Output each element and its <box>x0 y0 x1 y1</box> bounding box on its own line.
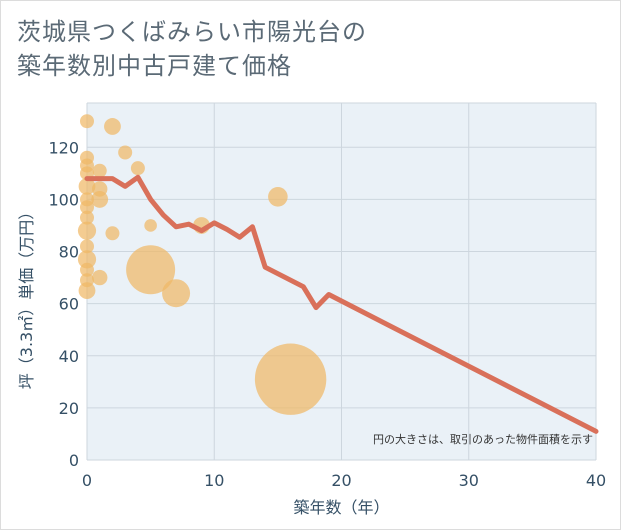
bubble-point <box>91 191 109 208</box>
bubble-point <box>104 118 121 135</box>
bubble-point <box>77 221 97 240</box>
bubble-point <box>80 239 94 254</box>
bubble-point <box>254 343 327 415</box>
x-tick-label: 10 <box>204 471 224 490</box>
bubble-point <box>80 210 94 225</box>
bubble-point <box>80 114 94 129</box>
bubble-point <box>105 226 120 241</box>
bubble-point <box>130 161 145 176</box>
bubble-point <box>92 269 108 286</box>
y-axis-label: 坪（3.3㎡）単価（万円） <box>17 204 36 389</box>
y-tick-label: 40 <box>59 347 79 366</box>
bubble-size-note: 円の大きさは、取引のあった物件面積を示す <box>373 432 593 446</box>
y-tick-label: 100 <box>48 190 79 209</box>
y-tick-label: 20 <box>59 399 79 418</box>
bubble-point <box>80 262 94 277</box>
bubble-point <box>118 145 133 160</box>
y-tick-label: 60 <box>59 295 79 314</box>
average-line-series <box>84 174 599 434</box>
x-axis-label: 築年数（年） <box>293 498 389 517</box>
chart-title-line-1: 茨城県つくばみらい市陽光台の <box>17 18 367 46</box>
y-tick-label: 120 <box>48 138 79 157</box>
bubble-point <box>144 219 157 232</box>
chart-title-line-2: 築年数別中古戸建て価格 <box>17 52 292 80</box>
y-tick-label: 80 <box>59 243 79 262</box>
bubble-point <box>78 177 96 195</box>
bubble-point <box>162 279 191 308</box>
bubble-point <box>92 163 107 178</box>
x-tick-label: 20 <box>331 471 351 490</box>
x-tick-label: 30 <box>459 471 479 490</box>
axis-ticks: 0 10 20 30 40 0 20 40 60 80 100 120 <box>48 138 606 490</box>
bubble-point <box>268 187 288 207</box>
bubble-point <box>126 245 176 295</box>
bubble-point <box>77 250 97 269</box>
x-tick-label: 40 <box>586 471 606 490</box>
bubble-point <box>78 282 96 300</box>
bubble-series <box>77 114 327 415</box>
bubble-point <box>80 200 94 215</box>
average-price-line <box>84 174 599 434</box>
x-tick-label: 0 <box>82 471 92 490</box>
chart-title: 茨城県つくばみらい市陽光台の 築年数別中古戸建て価格 <box>17 15 607 83</box>
y-tick-label: 0 <box>69 451 79 470</box>
